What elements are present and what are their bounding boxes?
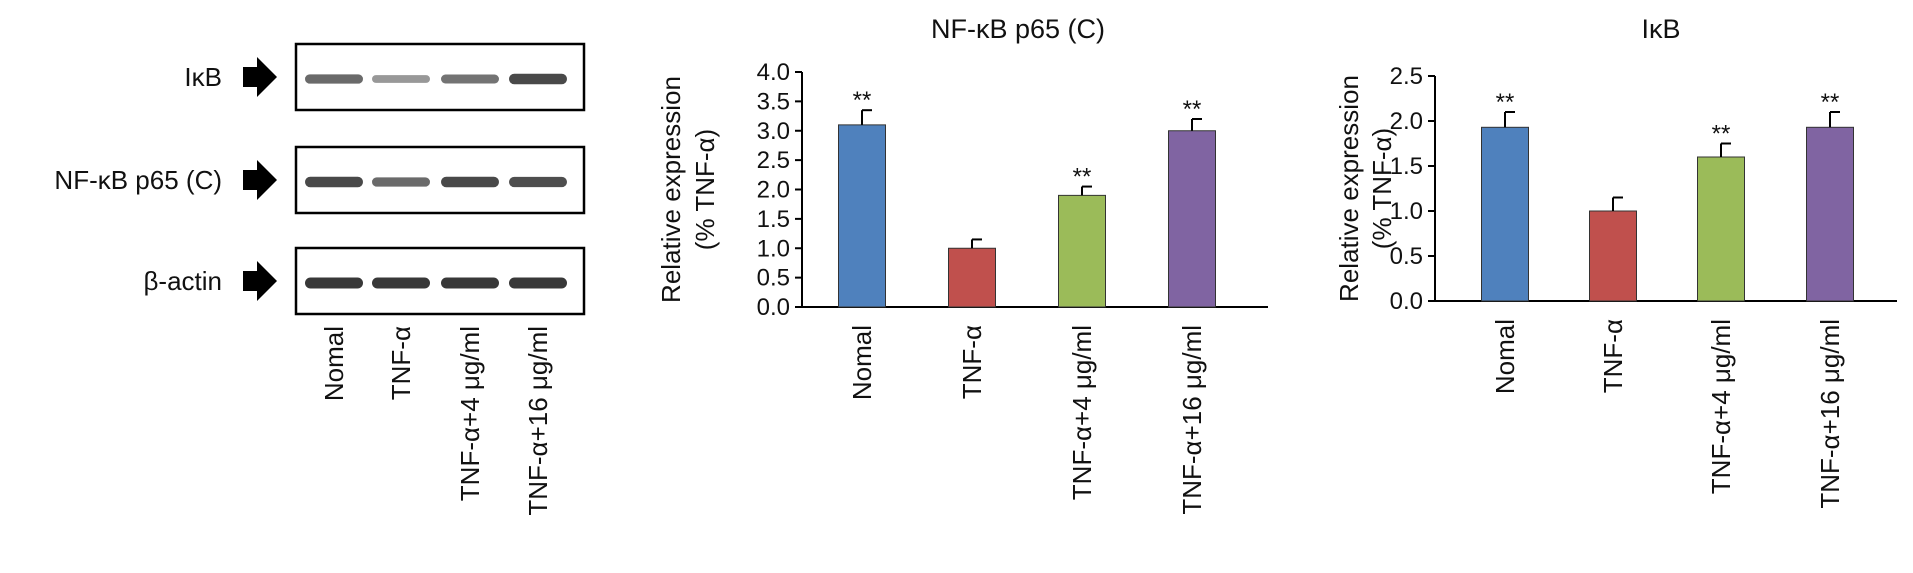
y-tick-label: 1.5	[757, 206, 790, 233]
x-tick-label: Nomal	[847, 325, 877, 400]
y-tick-label: 1.0	[1390, 198, 1423, 225]
blot-band	[305, 277, 363, 289]
bar	[1481, 126, 1529, 302]
significance-marker: **	[1073, 164, 1092, 191]
y-tick-label: 3.0	[757, 118, 790, 145]
significance-marker: **	[1496, 89, 1515, 116]
y-tick-label: 0.5	[757, 265, 790, 292]
blot-row-label: IκB	[184, 62, 222, 92]
y-tick-label: 2.5	[757, 147, 790, 174]
y-axis-title: Relative expression	[656, 76, 686, 303]
x-tick-label: Nomal	[1490, 319, 1520, 394]
y-tick-label: 2.0	[757, 177, 790, 204]
blot-row-label: β-actin	[143, 266, 222, 296]
arrow-icon	[243, 261, 277, 301]
x-tick-label: TNF-α	[1598, 319, 1628, 393]
y-tick-label: 0.0	[1390, 288, 1423, 315]
blot-lane-label: Nomal	[319, 326, 349, 401]
y-tick-label: 1.0	[757, 235, 790, 262]
x-tick-label: TNF-α+16 μg/ml	[1177, 325, 1207, 515]
significance-marker: **	[853, 87, 872, 114]
western-blot-panel: IκB NF-κB p65 (C) β-actin Nomal TNF-α TNF-α+4…	[54, 42, 586, 516]
y-axis-title: Relative expression	[1334, 75, 1364, 302]
bar	[1058, 194, 1106, 308]
significance-marker: **	[1183, 96, 1202, 123]
y-tick-label: 2.5	[1390, 63, 1423, 90]
blot-band	[372, 277, 430, 289]
blot-band	[509, 277, 567, 289]
x-tick-label: TNF-α+16 μg/ml	[1815, 319, 1845, 509]
blot-band	[441, 74, 499, 84]
chart-title: NF-κB p65 (C)	[931, 14, 1105, 44]
bar	[1806, 126, 1854, 302]
blot-band	[305, 74, 363, 84]
arrow-icon	[243, 57, 277, 97]
arrow-icon	[243, 160, 277, 200]
y-tick-label: 0.5	[1390, 243, 1423, 270]
blot-lane-label: TNF-α	[386, 326, 416, 400]
bar	[948, 247, 996, 308]
y-axis-title-units: (% TNF-α)	[1367, 128, 1397, 249]
bar	[1589, 210, 1637, 302]
blot-band	[509, 176, 567, 188]
bar	[1168, 130, 1216, 308]
x-tick-label: TNF-α+4 μg/ml	[1706, 319, 1736, 494]
y-tick-label: 4.0	[757, 59, 790, 86]
blot-band	[372, 75, 430, 83]
x-tick-label: TNF-α+4 μg/ml	[1067, 325, 1097, 500]
ikb-bar-chart: IκB Relative expression (% TNF-α) 0.0 0.5 1.0…	[1334, 14, 1897, 509]
y-axis-title-units: (% TNF-α)	[690, 129, 720, 250]
nfkb-p65-bar-chart: NF-κB p65 (C) Relative expression (% TNF-α…	[656, 14, 1268, 515]
bar	[1697, 156, 1745, 302]
x-tick-label: TNF-α	[957, 325, 987, 399]
blot-band	[372, 177, 430, 187]
y-tick-label: 3.5	[757, 88, 790, 115]
blot-lane-label: TNF-α+4 μg/ml	[455, 326, 485, 501]
blot-band	[441, 176, 499, 188]
chart-title: IκB	[1641, 14, 1680, 44]
blot-row-label: NF-κB p65 (C)	[54, 165, 222, 195]
blot-band	[509, 73, 567, 85]
significance-marker: **	[1712, 121, 1731, 148]
blot-band	[441, 277, 499, 289]
y-tick-label: 1.5	[1390, 153, 1423, 180]
blot-lane-label: TNF-α+16 μg/ml	[523, 326, 553, 516]
blot-band	[305, 176, 363, 188]
y-tick-label: 2.0	[1390, 108, 1423, 135]
bar	[838, 124, 886, 308]
y-tick-label: 0.0	[757, 294, 790, 321]
significance-marker: **	[1821, 89, 1840, 116]
